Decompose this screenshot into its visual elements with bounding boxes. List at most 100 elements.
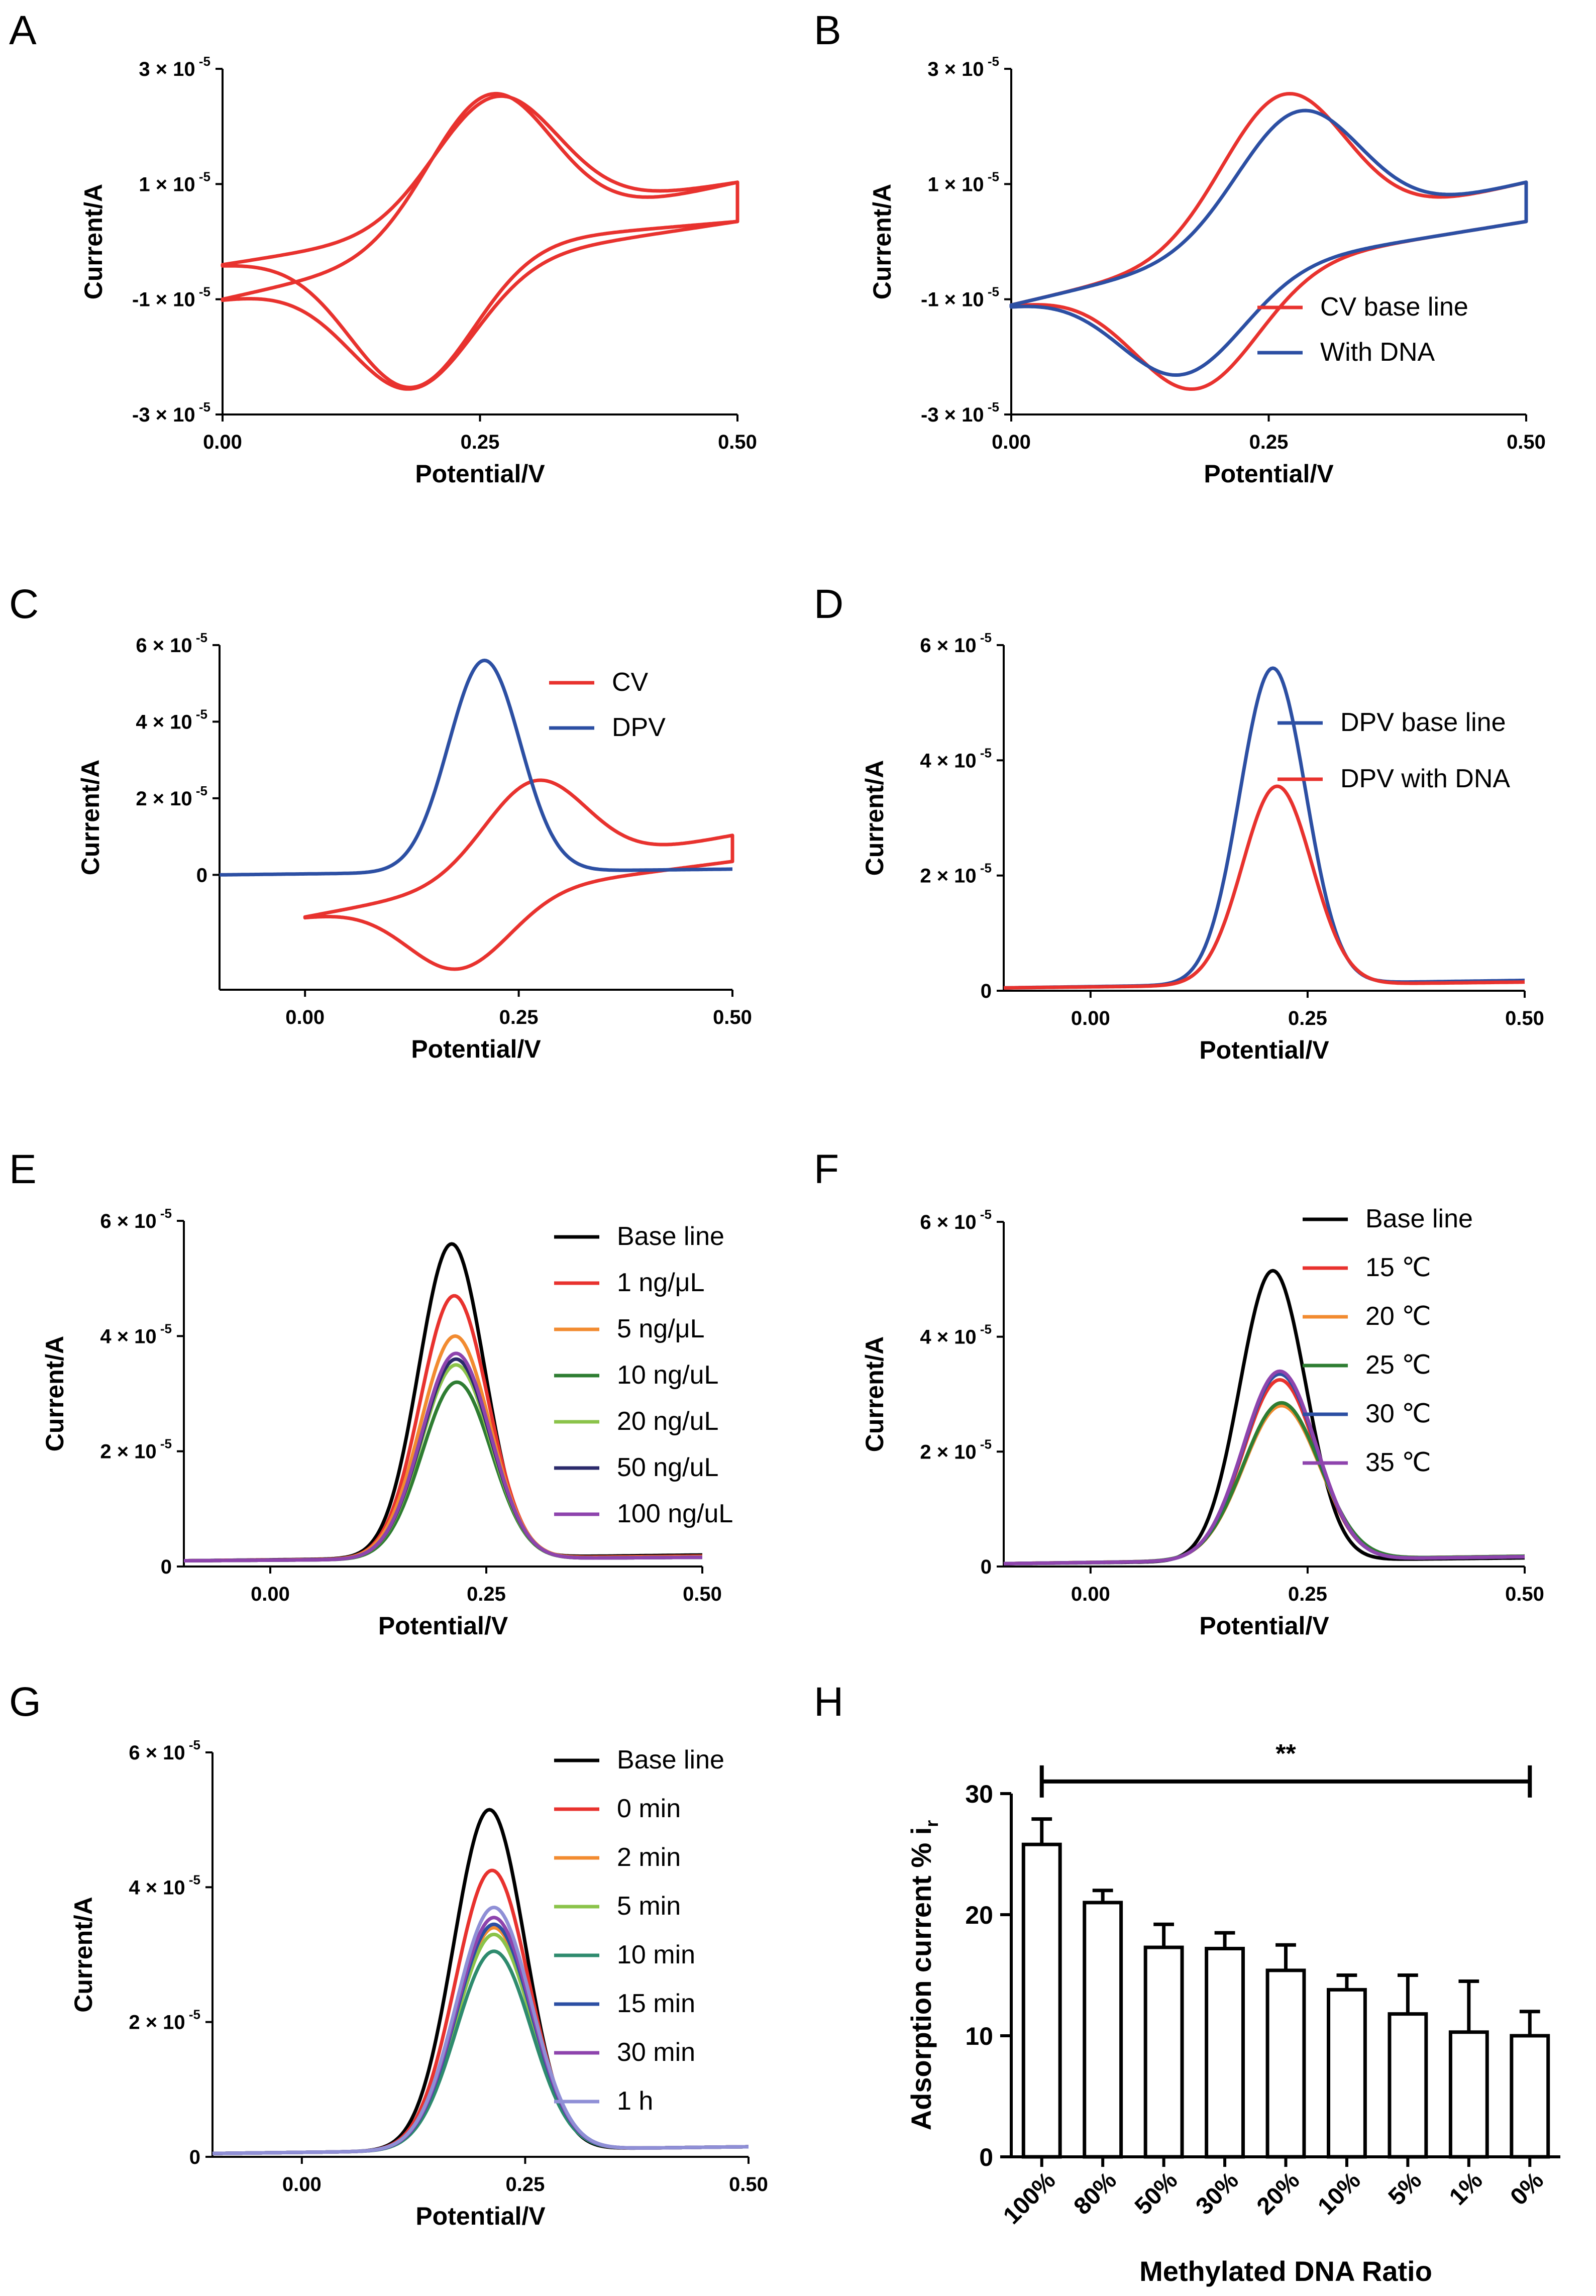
legend-label: Base line — [617, 1222, 724, 1251]
series-line-2 — [1003, 1378, 1525, 1566]
y-tick-label: -3 × 10 -5 — [921, 399, 999, 426]
y-tick-label: 6 × 10 -5 — [920, 630, 992, 657]
y-tick-label: 6 × 10 -5 — [136, 630, 207, 657]
x-tick-label: 0.50 — [683, 1583, 722, 1605]
series-line-5 — [1003, 1372, 1525, 1566]
y-tick-label: 4 × 10 -5 — [129, 1872, 200, 1899]
y-axis-title: Current/A — [868, 184, 896, 300]
panel-c: C 0 2 × 10 -5 4 × 10 -5 6 × 10 -5 0.00 0.25 0.5… — [9, 581, 752, 1063]
legend-label: CV base line — [1320, 292, 1468, 322]
legend-label: 50 ng/uL — [617, 1453, 718, 1482]
series-line-6 — [1003, 1369, 1525, 1566]
bar-6 — [1327, 1988, 1367, 2159]
legend-label: 2 min — [617, 1843, 681, 1872]
x-tick-label: 0.00 — [203, 431, 242, 453]
significance-label: ** — [1275, 1739, 1296, 1768]
x-tick-label: 0.25 — [467, 1583, 506, 1605]
legend-label: DPV base line — [1340, 708, 1506, 737]
y-axis-title: Adsorption current % ir — [905, 1820, 942, 2131]
series-line-2 — [221, 94, 739, 389]
y-tick-label: 4 × 10 -5 — [100, 1321, 172, 1347]
legend-label: 15 min — [617, 1989, 695, 2018]
y-tick-label: -1 × 10 -5 — [132, 284, 210, 311]
x-tick-label: 80% — [1069, 2167, 1122, 2220]
y-tick-label: 20 — [965, 1901, 993, 1929]
x-tick-label: 0.25 — [1288, 1007, 1327, 1029]
y-tick-label: 2 × 10 -5 — [920, 861, 992, 887]
y-tick-label: 3 × 10 -5 — [927, 54, 999, 80]
legend-label: 15 ℃ — [1365, 1253, 1431, 1282]
panel-letter-f: F — [814, 1146, 839, 1192]
bar-9 — [1510, 2034, 1550, 2159]
legend-label: 10 ng/uL — [617, 1361, 718, 1390]
y-tick-label: 6 × 10 -5 — [100, 1206, 172, 1232]
y-tick-label: 1 × 10 -5 — [139, 169, 210, 195]
legend-label: 10 min — [617, 1940, 695, 1969]
x-tick-label: 0.25 — [505, 2173, 545, 2196]
legend-label: 0 min — [617, 1794, 681, 1823]
y-tick-label: 0 — [189, 2146, 200, 2168]
bar-1 — [1021, 1842, 1062, 2159]
y-tick-label: 2 × 10 -5 — [100, 1436, 172, 1463]
y-tick-label: 0 — [981, 980, 992, 1002]
x-tick-label: 20% — [1252, 2167, 1305, 2220]
x-tick-label: 0% — [1506, 2167, 1549, 2211]
legend-label: 30 min — [617, 2038, 695, 2067]
x-tick-label: 0.50 — [1505, 1583, 1544, 1605]
panel-letter-c: C — [9, 581, 39, 627]
legend-label: 1 h — [617, 2086, 653, 2116]
legend-label: 30 ℃ — [1365, 1399, 1431, 1428]
bar-8 — [1448, 2030, 1489, 2159]
x-tick-label: 0.00 — [1071, 1007, 1110, 1029]
panel-d: D 0 2 × 10 -5 4 × 10 -5 6 × 10 -5 0.00 0.25 0.5… — [814, 581, 1544, 1064]
panel-letter-g: G — [9, 1679, 41, 1725]
x-axis-title: Potential/V — [1204, 460, 1334, 488]
x-tick-label: 1% — [1444, 2167, 1488, 2211]
legend-label: 20 ng/uL — [617, 1407, 718, 1436]
panel-b: B -3 × 10 -5 -1 × 10 -5 1 × 10 -5 3 × 10 -5 0… — [814, 8, 1546, 488]
panel-letter-h: H — [814, 1679, 843, 1725]
x-tick-label: 0.00 — [285, 1006, 325, 1028]
x-tick-label: 0.00 — [1071, 1583, 1110, 1605]
panel-h: H 0 10 20 30 100% 80% 50% 30% 20% 10% 5% 1% 0% ** Methy… — [814, 1679, 1560, 2287]
legend-label: DPV with DNA — [1340, 764, 1510, 793]
y-axis-title: Current/A — [861, 1336, 889, 1452]
x-axis-title: Potential/V — [415, 2202, 546, 2230]
x-tick-label: 0.50 — [1507, 431, 1546, 453]
bar-2 — [1083, 1901, 1123, 2159]
series-line-1 — [1009, 92, 1528, 391]
x-tick-label: 100% — [998, 2167, 1060, 2229]
series-line-1 — [221, 91, 739, 391]
legend-label: DPV — [612, 713, 666, 742]
y-tick-label: 0 — [161, 1556, 172, 1578]
y-tick-label: 4 × 10 -5 — [920, 745, 992, 772]
legend-label: 5 min — [617, 1892, 681, 1921]
x-axis-title: Potential/V — [411, 1035, 541, 1063]
y-axis-title: Current/A — [76, 760, 104, 876]
panel-a: A -3 × 10 -5 -1 × 10 -5 1 × 10 -5 3 × 10 -5 0… — [9, 8, 757, 488]
bar-3 — [1143, 1945, 1184, 2159]
y-axis-title: Current/A — [79, 184, 108, 300]
y-tick-label: 1 × 10 -5 — [927, 169, 999, 195]
y-tick-label: 10 — [965, 2022, 993, 2050]
series-line-2 — [219, 659, 733, 877]
x-tick-label: 10% — [1313, 2167, 1365, 2220]
y-tick-label: 2 × 10 -5 — [129, 2007, 200, 2034]
legend-label: With DNA — [1320, 338, 1435, 367]
series-line-3 — [1003, 1404, 1525, 1566]
y-axis-title: Current/A — [41, 1336, 69, 1452]
series-line-2 — [1003, 784, 1525, 990]
x-axis-title: Potential/V — [378, 1612, 508, 1640]
y-axis-title: Current/A — [69, 1897, 97, 2013]
x-axis-title: Potential/V — [1199, 1036, 1329, 1064]
series-line-1 — [303, 778, 734, 971]
x-tick-label: 50% — [1130, 2167, 1183, 2220]
panel-letter-d: D — [814, 581, 843, 627]
x-axis-title: Potential/V — [415, 460, 545, 488]
y-tick-label: 0 — [981, 1556, 992, 1578]
x-tick-label: 0.50 — [713, 1006, 752, 1028]
x-tick-label: 0.00 — [282, 2173, 322, 2196]
legend-label: Base line — [1365, 1204, 1473, 1233]
y-tick-label: 2 × 10 -5 — [920, 1436, 992, 1463]
